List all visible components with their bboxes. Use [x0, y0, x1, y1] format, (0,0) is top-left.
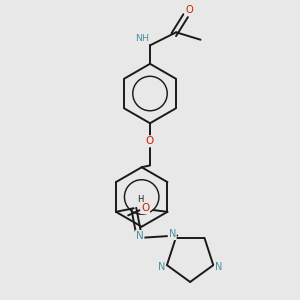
Text: O: O — [185, 5, 193, 15]
Text: N: N — [158, 262, 165, 272]
Text: NH: NH — [135, 34, 149, 43]
Text: N: N — [136, 231, 144, 241]
Text: N: N — [215, 262, 222, 272]
Text: O: O — [146, 136, 154, 146]
Text: O: O — [141, 203, 149, 213]
Text: N: N — [169, 229, 176, 239]
Text: H: H — [137, 195, 143, 204]
